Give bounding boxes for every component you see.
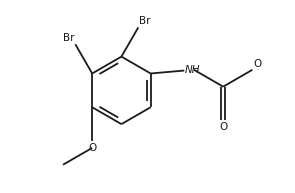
Text: NH: NH bbox=[185, 65, 201, 75]
Text: O: O bbox=[88, 142, 96, 152]
Text: Br: Br bbox=[139, 16, 150, 26]
Text: O: O bbox=[219, 122, 227, 132]
Text: Br: Br bbox=[63, 33, 75, 43]
Text: O: O bbox=[253, 59, 261, 69]
